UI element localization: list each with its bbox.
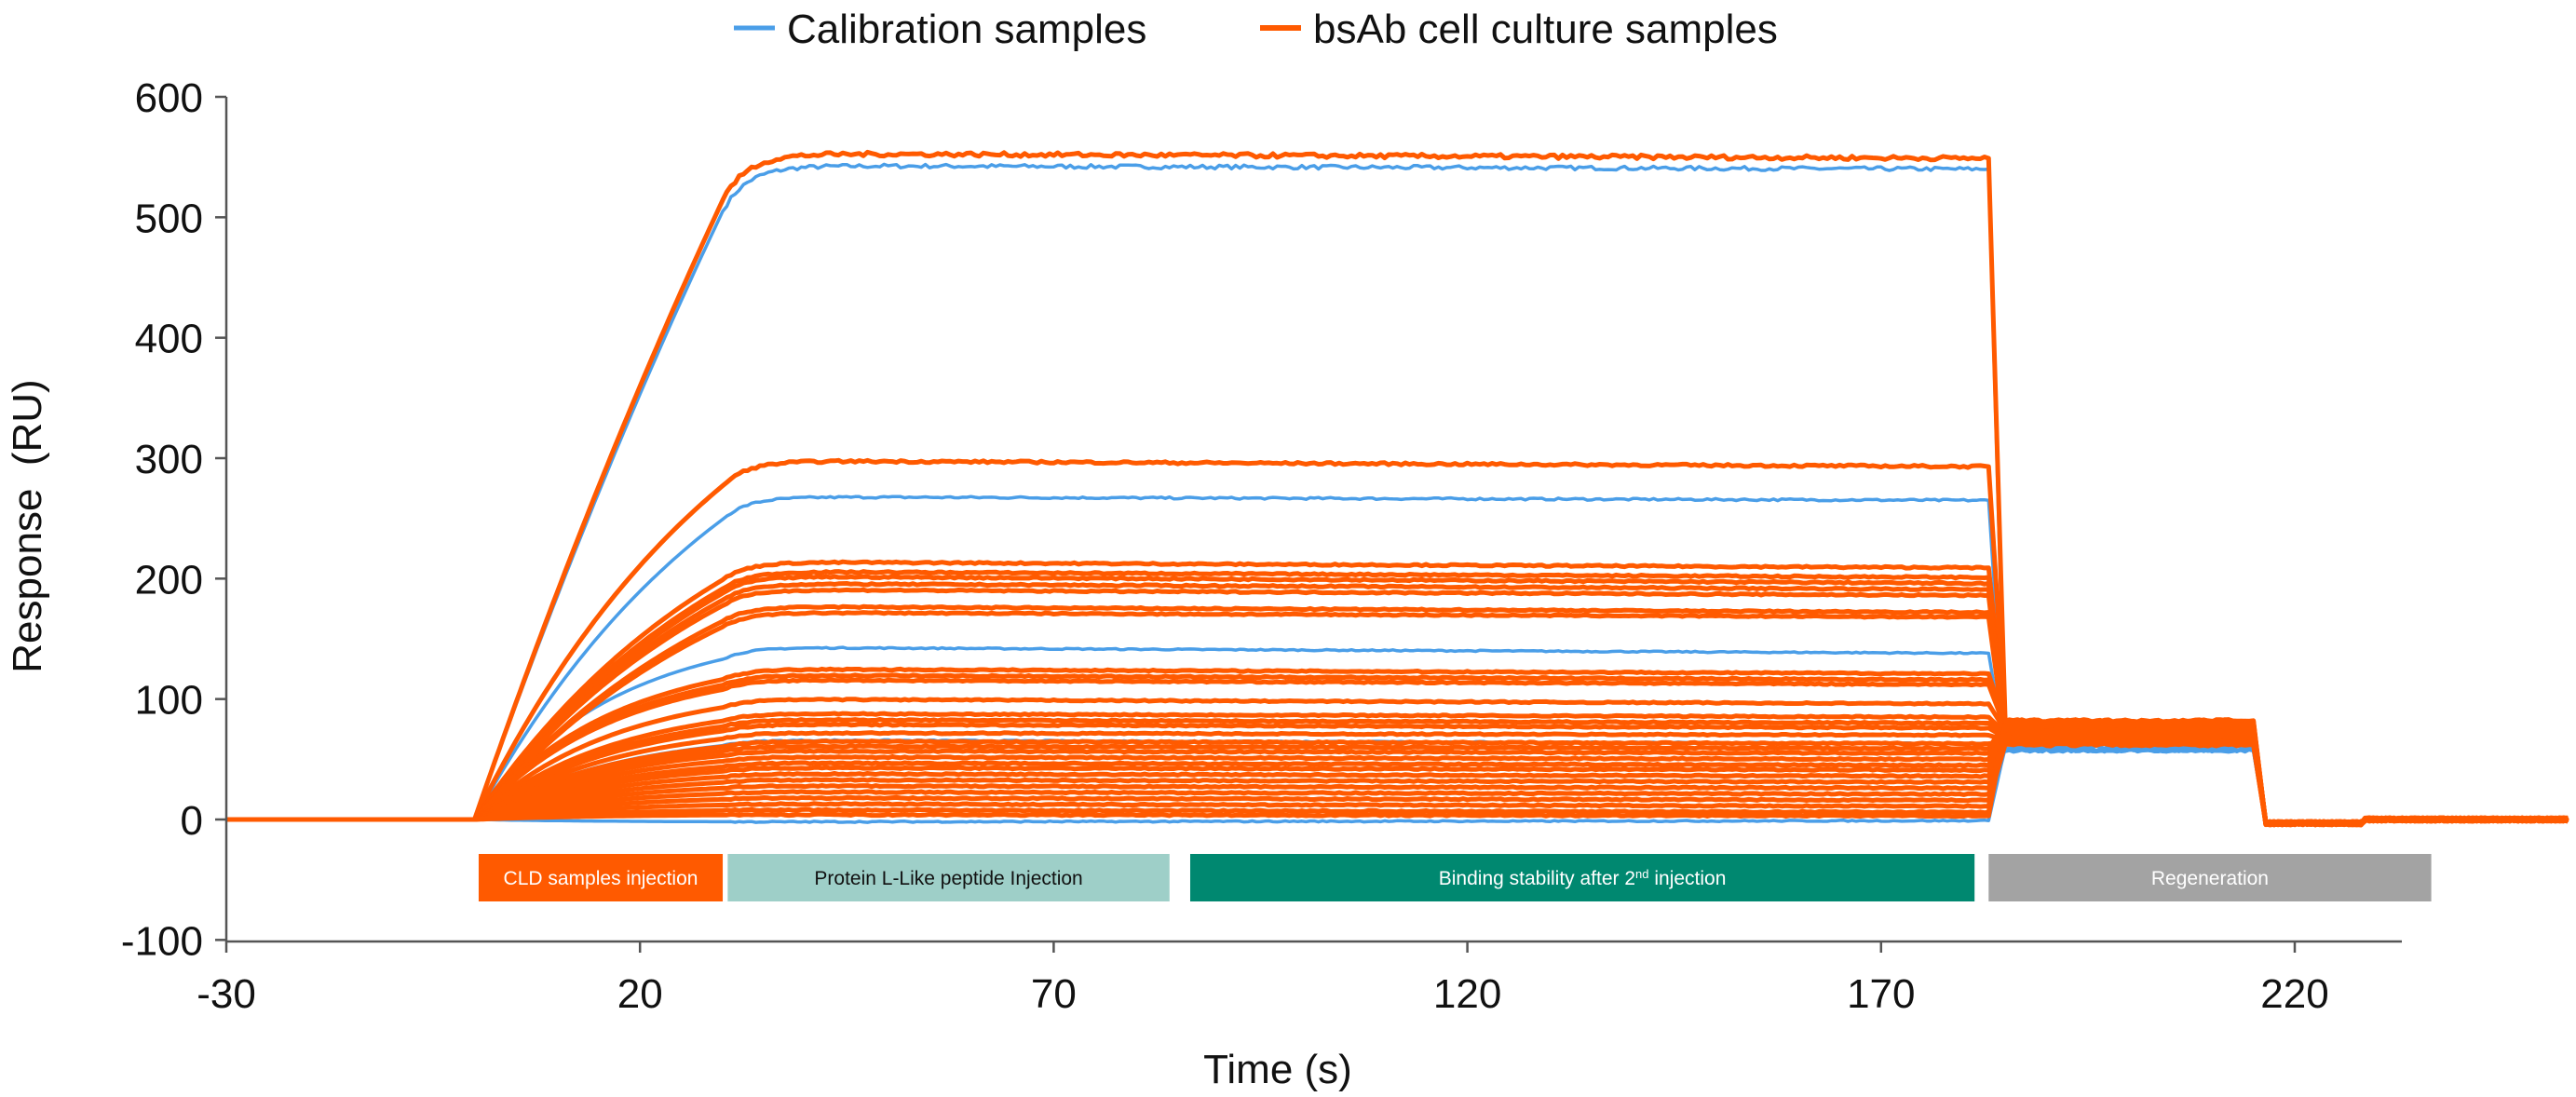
phase-label-text: Protein L-Like peptide Injection <box>814 868 1082 889</box>
phase-label-text: Binding stability after 2 <box>1439 868 1635 889</box>
phase-label-sup: nd <box>1635 867 1648 881</box>
y-tick-label: 600 <box>135 75 203 121</box>
y-tick-label: 500 <box>135 196 203 241</box>
x-tick-label: 70 <box>1031 971 1077 1017</box>
curves <box>226 149 2569 828</box>
y-tick-label: 300 <box>135 437 203 482</box>
phase-bar <box>727 854 1170 901</box>
x-tick-label: 120 <box>1433 971 1501 1017</box>
y-tick-label: 100 <box>135 678 203 724</box>
x-axis-label: Time (s) <box>1203 1047 1352 1092</box>
phase-label-text: Regeneration <box>2151 868 2269 889</box>
bsab-curve <box>226 729 2569 828</box>
legend-label-bsab: bsAb cell culture samples <box>1313 7 1778 52</box>
y-tick-label: 0 <box>181 798 203 844</box>
phase-label-end: injection <box>1649 868 1727 889</box>
axes: 600 500 400 300 200 100 0 -100 -30 20 70 120 170 220… <box>5 75 2402 1092</box>
x-tick-label: -30 <box>197 971 256 1017</box>
phase-bars: CLD samples injection Protein L-Like pept… <box>478 854 2432 901</box>
y-tick-label: -100 <box>121 918 203 964</box>
phase-bar <box>478 854 724 901</box>
phase-label: Regeneration <box>2151 868 2269 889</box>
phase-label: CLD samples injection <box>504 868 698 889</box>
calibration-curve <box>226 744 2569 827</box>
phase-bar <box>1189 854 1975 901</box>
bsab-curve <box>226 722 2569 827</box>
x-tick-label: 170 <box>1847 971 1915 1017</box>
phase-label-text: CLD samples injection <box>504 868 698 889</box>
x-tick-label: 20 <box>617 971 663 1017</box>
phase-bar <box>1988 854 2432 901</box>
y-tick-label: 400 <box>135 317 203 362</box>
y-axis-label: Response (RU) <box>5 379 50 672</box>
phase-label: Binding stability after 2nd injection <box>1439 867 1727 890</box>
bsab-curve <box>226 741 2569 828</box>
bsab-curve <box>226 734 2569 828</box>
y-tick-label: 200 <box>135 557 203 603</box>
legend-label-calibration: Calibration samples <box>787 7 1146 52</box>
bsab-curve <box>226 719 2569 828</box>
legend: Calibration samples bsAb cell culture sa… <box>734 7 1778 52</box>
phase-label: Protein L-Like peptide Injection <box>814 868 1082 889</box>
x-tick-label: 220 <box>2260 971 2328 1017</box>
